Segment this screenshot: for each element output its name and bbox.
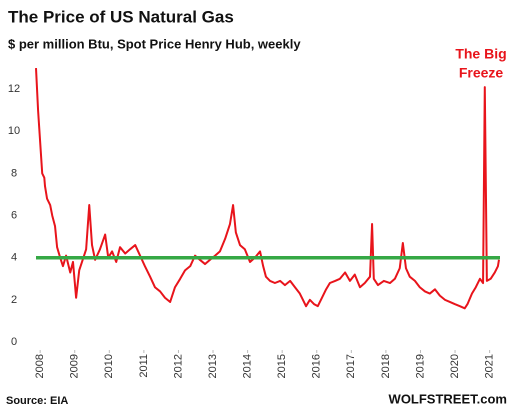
annotation: Freeze: [459, 65, 504, 81]
x-tick-label: 2021: [484, 354, 496, 378]
y-tick-label: 6: [11, 209, 17, 221]
x-tick-label: 2016: [311, 354, 323, 378]
chart-title: The Price of US Natural Gas: [8, 7, 234, 26]
y-tick-label: 10: [8, 125, 20, 137]
x-tick-label: 2014: [242, 354, 254, 378]
y-tick-label: 4: [11, 252, 17, 264]
x-tick-label: 2011: [138, 354, 150, 378]
x-tick-label: 2015: [276, 354, 288, 378]
x-tick-label: 2010: [103, 354, 115, 378]
y-tick-label: 8: [11, 167, 17, 179]
brand: WOLFSTREET.com: [389, 391, 507, 406]
y-tick-label: 0: [11, 336, 17, 348]
x-tick-label: 2013: [207, 354, 219, 378]
x-tick-label: 2012: [172, 354, 184, 378]
y-tick-label: 2: [11, 294, 17, 306]
y-tick-label: 12: [8, 83, 20, 95]
source: Source: EIA: [6, 395, 68, 407]
x-tick-label: 2008: [34, 354, 46, 378]
price-line: [35, 68, 500, 310]
chart-subtitle: $ per million Btu, Spot Price Henry Hub,…: [8, 36, 301, 51]
x-tick-label: 2020: [449, 354, 461, 378]
annotation: The Big: [455, 46, 506, 62]
x-tick-label: 2017: [345, 354, 357, 378]
x-tick-label: 2018: [380, 354, 392, 378]
x-tick-label: 2009: [69, 354, 81, 378]
x-tick-label: 2019: [414, 354, 426, 378]
